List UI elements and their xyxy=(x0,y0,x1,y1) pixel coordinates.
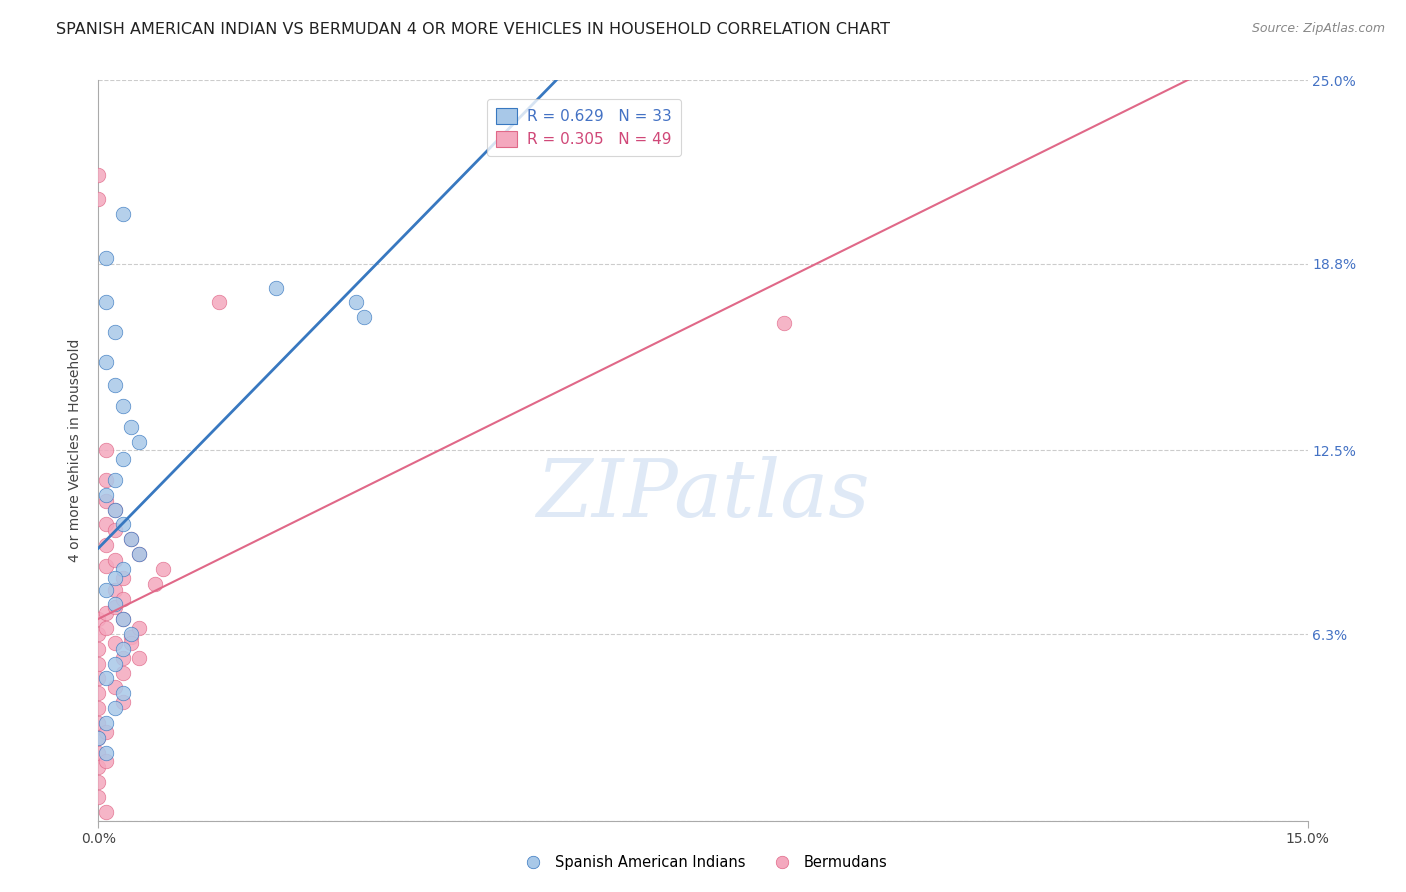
Point xyxy=(103,701,125,715)
Text: SPANISH AMERICAN INDIAN VS BERMUDAN 4 OR MORE VEHICLES IN HOUSEHOLD CORRELATION : SPANISH AMERICAN INDIAN VS BERMUDAN 4 OR… xyxy=(56,22,890,37)
Point xyxy=(120,533,142,547)
Point xyxy=(120,630,142,644)
Point xyxy=(111,650,134,665)
Point xyxy=(96,488,118,502)
Point xyxy=(111,641,134,656)
Point xyxy=(103,325,125,339)
Point xyxy=(96,517,118,532)
Point xyxy=(111,452,134,467)
Point xyxy=(87,789,110,804)
Point xyxy=(103,598,125,612)
Point xyxy=(103,553,125,567)
Point xyxy=(103,600,125,615)
Point xyxy=(87,701,110,715)
Point xyxy=(87,760,110,774)
Point xyxy=(87,715,110,730)
Point xyxy=(111,612,134,626)
Point xyxy=(96,443,118,458)
Point xyxy=(111,399,134,413)
Point xyxy=(87,672,110,686)
Point xyxy=(96,295,118,310)
Point xyxy=(96,354,118,368)
Point xyxy=(120,627,142,641)
Point xyxy=(103,524,125,538)
Point xyxy=(87,731,110,745)
Point xyxy=(96,755,118,769)
Point xyxy=(96,582,118,597)
Point xyxy=(128,547,150,561)
Point xyxy=(87,627,110,641)
Point xyxy=(111,695,134,709)
Y-axis label: 4 or more Vehicles in Household: 4 or more Vehicles in Household xyxy=(69,339,83,562)
Point xyxy=(96,672,118,686)
Point xyxy=(96,621,118,635)
Point xyxy=(103,473,125,487)
Point xyxy=(87,731,110,745)
Point xyxy=(87,746,110,760)
Point xyxy=(111,571,134,585)
Text: Source: ZipAtlas.com: Source: ZipAtlas.com xyxy=(1251,22,1385,36)
Point xyxy=(111,591,134,606)
Point xyxy=(128,621,150,635)
Point xyxy=(87,775,110,789)
Point xyxy=(103,571,125,585)
Point xyxy=(103,502,125,516)
Point xyxy=(96,251,118,265)
Point xyxy=(87,192,110,206)
Point xyxy=(96,538,118,552)
Text: ZIPatlas: ZIPatlas xyxy=(536,456,870,533)
Point xyxy=(96,746,118,760)
Point xyxy=(264,280,287,294)
Legend: Spanish American Indians, Bermudans: Spanish American Indians, Bermudans xyxy=(513,849,893,876)
Point xyxy=(120,533,142,547)
Point xyxy=(96,715,118,730)
Point xyxy=(111,562,134,576)
Point xyxy=(111,206,134,220)
Legend: R = 0.629   N = 33, R = 0.305   N = 49: R = 0.629 N = 33, R = 0.305 N = 49 xyxy=(486,99,681,156)
Point xyxy=(96,607,118,621)
Point xyxy=(208,295,231,310)
Point xyxy=(128,434,150,449)
Point xyxy=(96,724,118,739)
Point xyxy=(87,657,110,671)
Point xyxy=(128,547,150,561)
Point xyxy=(103,582,125,597)
Point xyxy=(96,473,118,487)
Point xyxy=(772,316,794,330)
Point xyxy=(353,310,375,325)
Point xyxy=(103,636,125,650)
Point xyxy=(111,612,134,626)
Point xyxy=(96,805,118,819)
Point xyxy=(111,686,134,700)
Point xyxy=(103,502,125,516)
Point xyxy=(87,641,110,656)
Point xyxy=(152,562,174,576)
Point xyxy=(344,295,367,310)
Point xyxy=(87,612,110,626)
Point xyxy=(87,686,110,700)
Point xyxy=(103,378,125,392)
Point xyxy=(143,576,166,591)
Point xyxy=(120,419,142,434)
Point xyxy=(128,650,150,665)
Point xyxy=(120,636,142,650)
Point xyxy=(111,665,134,680)
Point xyxy=(103,657,125,671)
Point xyxy=(111,517,134,532)
Point xyxy=(96,493,118,508)
Point xyxy=(87,168,110,182)
Point xyxy=(103,681,125,695)
Point xyxy=(96,558,118,573)
